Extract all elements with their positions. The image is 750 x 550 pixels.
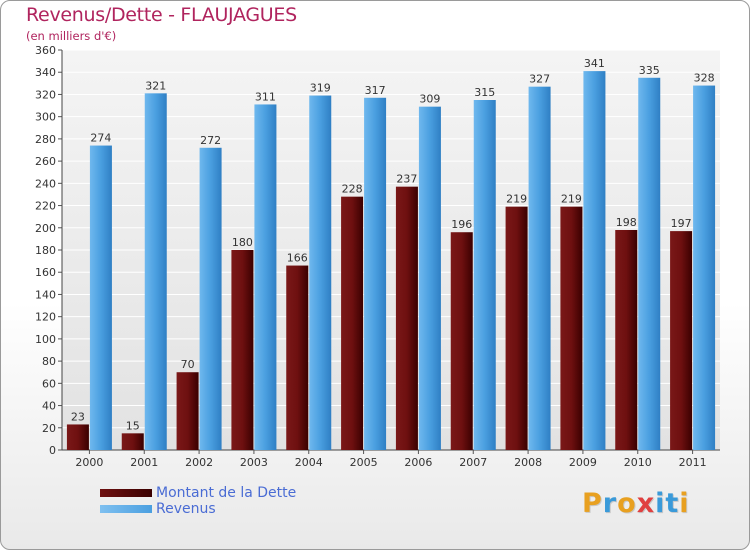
bar-debt	[395, 186, 418, 450]
legend-swatch-debt	[100, 489, 152, 497]
logo-letter: o	[617, 488, 637, 519]
y-tick-label: 40	[42, 400, 56, 413]
logo-letter: t	[665, 488, 680, 519]
data-label: 197	[671, 217, 692, 230]
data-label: 321	[145, 79, 166, 92]
chart-subtitle: (en milliers d'€)	[26, 29, 117, 43]
y-tick-label: 280	[35, 133, 56, 146]
y-tick-label: 260	[35, 155, 56, 168]
data-label: 274	[90, 132, 111, 145]
y-tick-label: 120	[35, 311, 56, 324]
x-tick-label: 2005	[350, 456, 378, 469]
x-tick-label: 2011	[679, 456, 707, 469]
y-tick-label: 100	[35, 333, 56, 346]
x-tick-label: 2007	[459, 456, 487, 469]
bar-debt	[176, 372, 199, 450]
data-label: 327	[529, 73, 550, 86]
bar-revenue	[254, 104, 277, 450]
legend: Montant de la Dette Revenus	[100, 485, 296, 517]
y-tick-label: 0	[49, 444, 56, 457]
x-tick-label: 2002	[185, 456, 213, 469]
y-tick-label: 360	[35, 44, 56, 57]
x-tick-label: 2003	[240, 456, 268, 469]
bar-debt	[450, 232, 473, 450]
bar-debt	[121, 433, 144, 450]
data-label: 311	[255, 90, 276, 103]
logo-letter: x	[636, 488, 656, 519]
proxiti-logo: Proxiti	[582, 488, 690, 519]
data-label: 328	[694, 72, 715, 85]
x-tick-label: 2009	[569, 456, 597, 469]
data-label: 219	[561, 193, 582, 206]
x-tick-label: 2006	[404, 456, 432, 469]
data-label: 317	[365, 84, 386, 97]
data-label: 180	[232, 236, 253, 249]
y-tick-label: 240	[35, 177, 56, 190]
data-label: 237	[396, 173, 417, 186]
bar-revenue	[583, 71, 606, 450]
data-label: 166	[287, 252, 308, 265]
x-tick-label: 2010	[624, 456, 652, 469]
data-label: 341	[584, 57, 605, 70]
bar-debt	[560, 206, 583, 450]
logo-letter: i	[655, 488, 666, 519]
data-label: 309	[419, 93, 440, 106]
bar-revenue	[528, 86, 551, 451]
bar-debt	[615, 230, 638, 450]
y-tick-label: 160	[35, 266, 56, 279]
bar-revenue	[418, 106, 441, 451]
logo-letter: r	[602, 488, 618, 519]
y-tick-label: 20	[42, 422, 56, 435]
x-tick-label: 2008	[514, 456, 542, 469]
data-label: 23	[71, 410, 85, 423]
bar-revenue	[638, 77, 661, 451]
legend-label-debt: Montant de la Dette	[156, 485, 297, 501]
legend-label-revenue: Revenus	[156, 501, 216, 517]
legend-item-revenue: Revenus	[100, 501, 296, 517]
bar-revenue	[144, 93, 167, 450]
bar-debt	[231, 250, 254, 450]
bar-debt	[670, 231, 693, 450]
data-label: 15	[126, 419, 140, 432]
bar-debt	[505, 206, 528, 450]
bar-revenue	[199, 147, 222, 450]
data-label: 198	[616, 216, 637, 229]
bar-debt	[286, 265, 309, 450]
bar-revenue	[364, 97, 387, 451]
x-tick-label: 2004	[295, 456, 323, 469]
data-label: 319	[310, 82, 331, 95]
data-label: 228	[342, 183, 363, 196]
y-tick-label: 220	[35, 200, 56, 213]
data-label: 335	[639, 64, 660, 77]
bar-revenue	[309, 95, 332, 451]
y-tick-label: 60	[42, 377, 56, 390]
bar-debt	[66, 424, 89, 450]
data-label: 196	[451, 218, 472, 231]
data-label: 219	[506, 193, 527, 206]
legend-swatch-revenue	[100, 505, 152, 513]
bar-revenue	[89, 145, 112, 451]
y-tick-label: 140	[35, 288, 56, 301]
data-label: 315	[474, 86, 495, 99]
y-tick-label: 80	[42, 355, 56, 368]
legend-item-debt: Montant de la Dette	[100, 485, 296, 501]
y-tick-label: 340	[35, 66, 56, 79]
bar-revenue	[473, 100, 496, 450]
logo-letter: i	[679, 488, 690, 519]
logo-letter: P	[582, 488, 603, 519]
y-tick-label: 180	[35, 244, 56, 257]
data-label: 272	[200, 134, 221, 147]
x-tick-label: 2000	[75, 456, 103, 469]
bar-revenue	[693, 85, 716, 451]
data-label: 70	[181, 358, 195, 371]
chart-title: Revenus/Dette - FLAUJAGUES	[26, 4, 297, 26]
x-tick-label: 2001	[130, 456, 158, 469]
y-tick-label: 320	[35, 88, 56, 101]
bar-debt	[341, 196, 364, 450]
y-tick-label: 300	[35, 111, 56, 124]
y-tick-label: 200	[35, 222, 56, 235]
